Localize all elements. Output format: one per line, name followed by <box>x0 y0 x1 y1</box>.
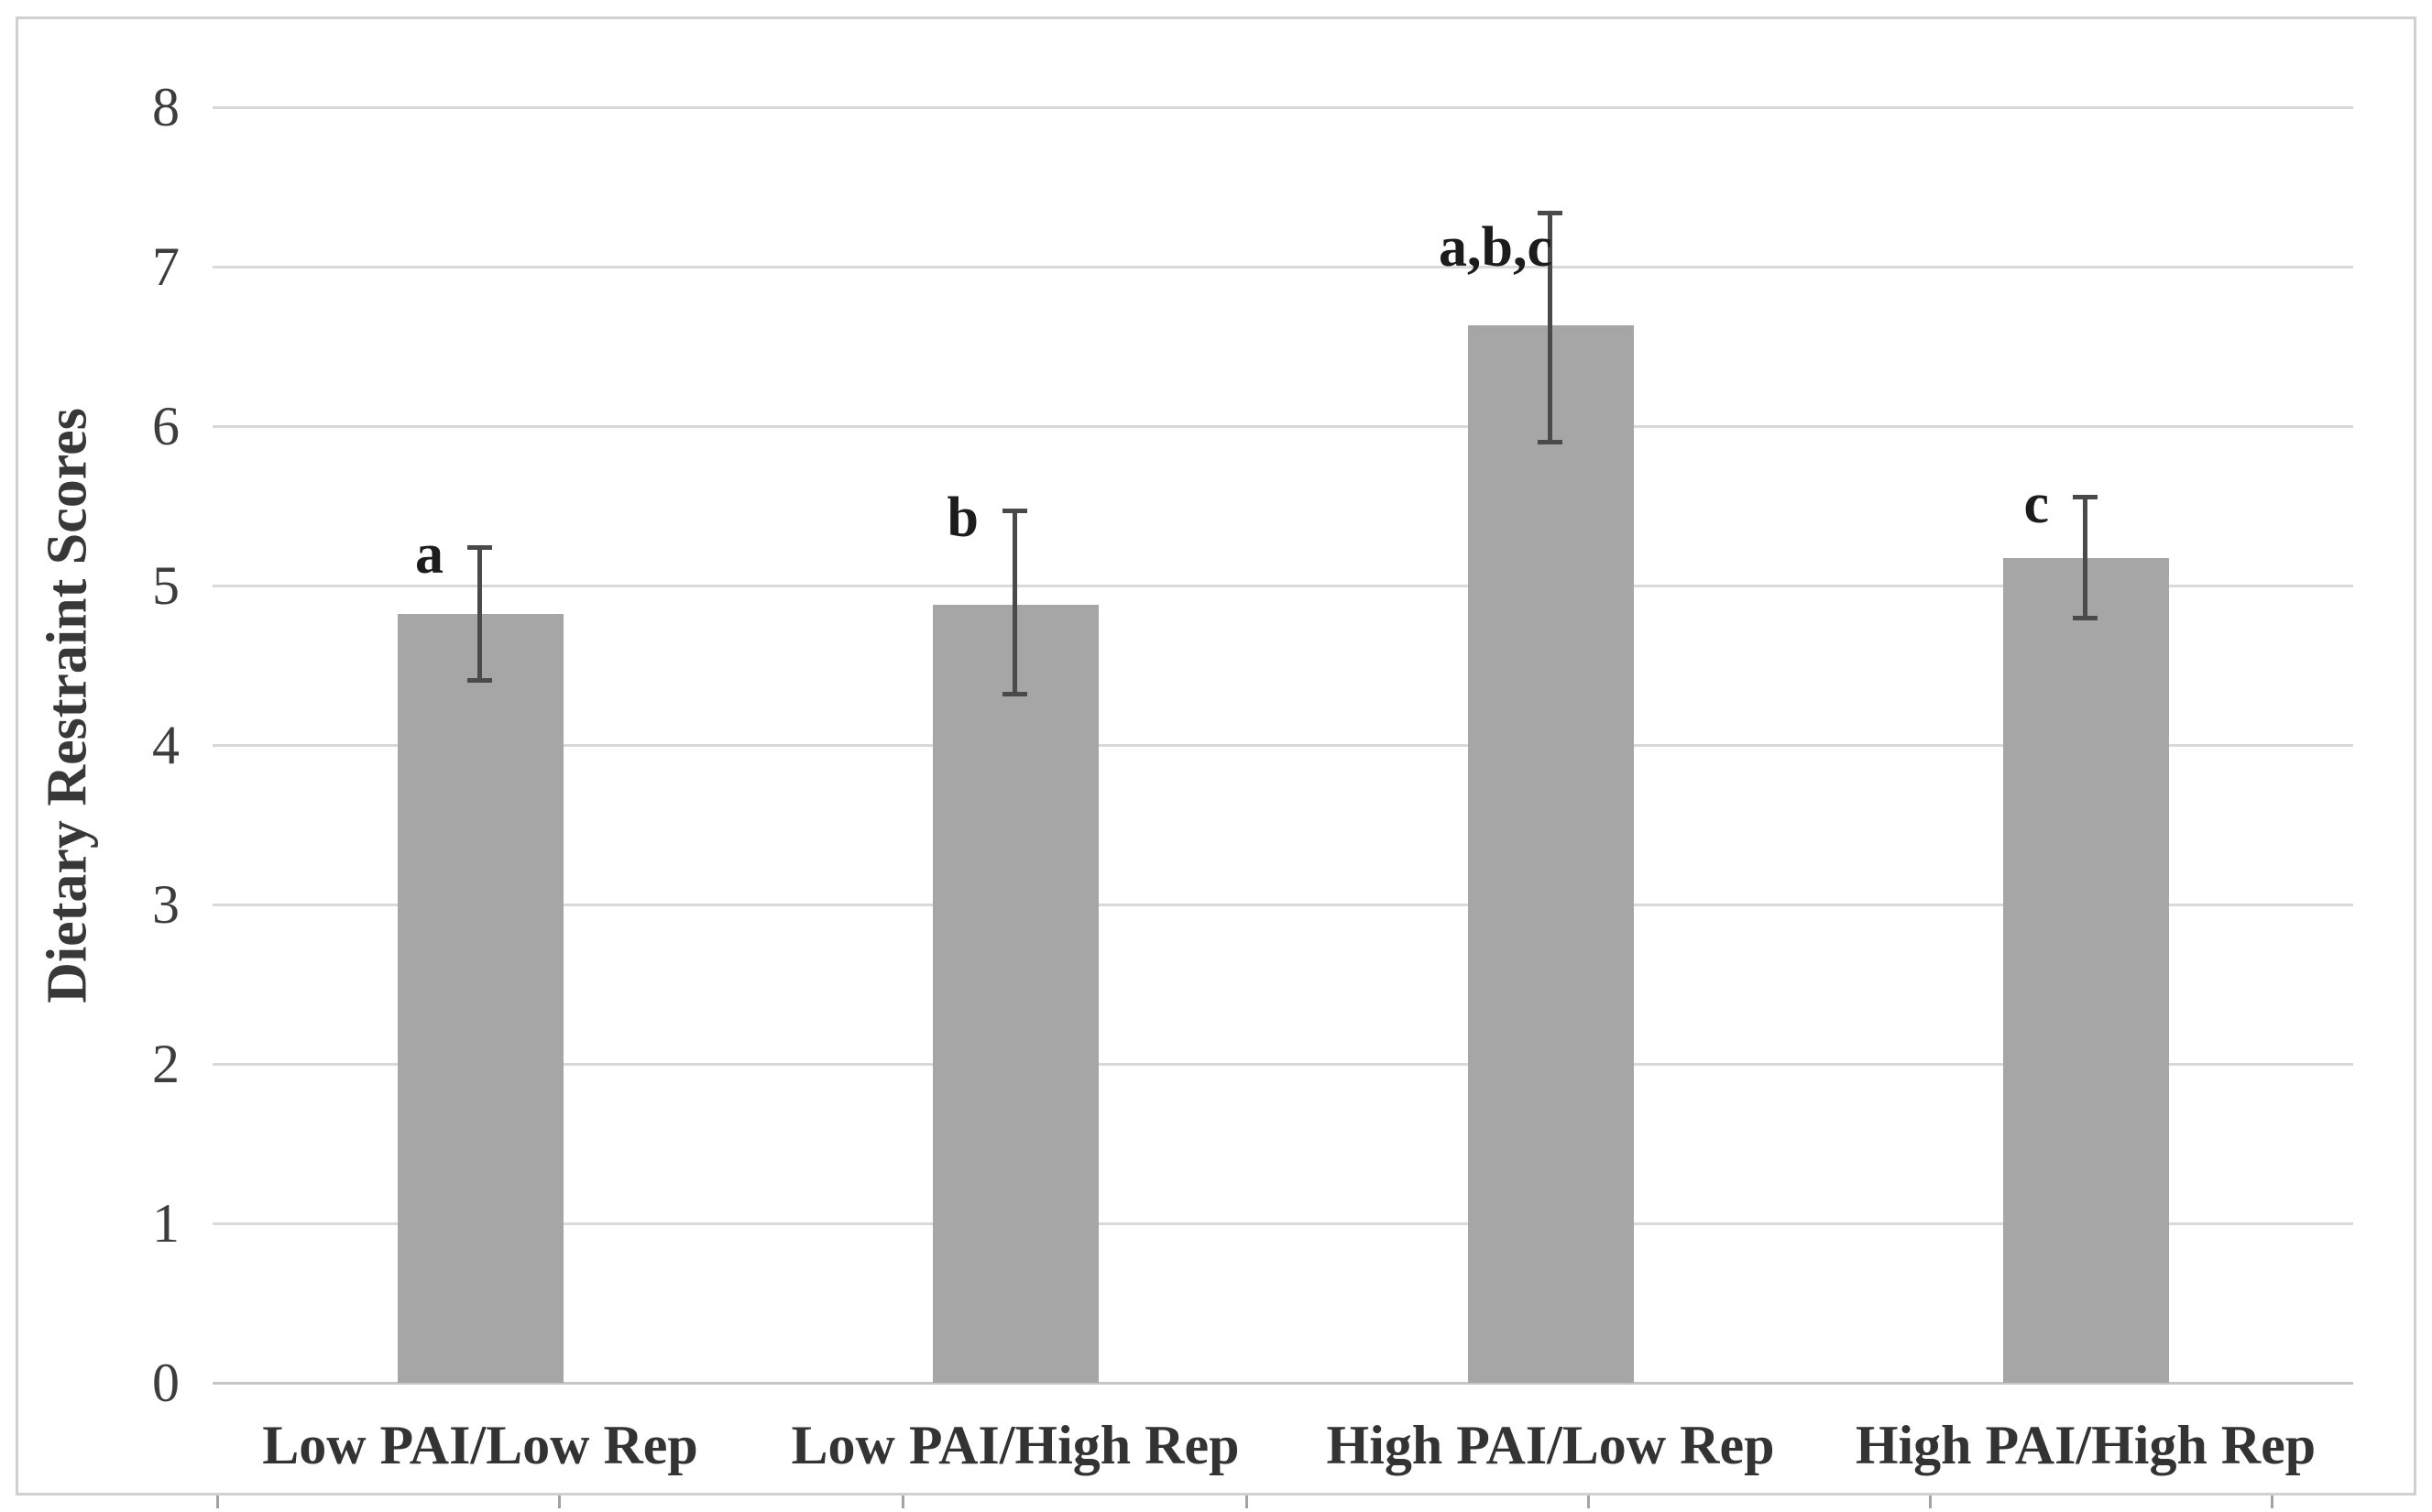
error-bar-cap <box>2073 494 2098 499</box>
y-axis-tick-label: 7 <box>152 236 180 297</box>
gridline <box>213 425 2353 428</box>
y-axis-title-text: Dietary Restraint Scores <box>36 408 99 1003</box>
y-axis-tick-label: 5 <box>152 555 180 616</box>
y-axis-tick-label: 4 <box>152 715 180 775</box>
x-axis-category-label: Low PAI/Low Rep <box>262 1415 698 1475</box>
bar <box>932 604 1099 1383</box>
error-bar-cap <box>1538 440 1562 445</box>
bottom-edge-tick <box>2271 1496 2273 1508</box>
bottom-edge-tick <box>1245 1496 1248 1508</box>
x-axis-category-label: High PAI/Low Rep <box>1326 1415 1775 1475</box>
y-axis-tick-label: 8 <box>152 77 180 137</box>
error-bar-cap <box>1002 509 1027 514</box>
y-axis-tick-label: 0 <box>152 1353 180 1413</box>
gridline <box>213 585 2353 587</box>
x-axis-line <box>213 1382 2353 1385</box>
error-bar <box>2083 496 2087 618</box>
y-axis-tick-label: 2 <box>152 1034 180 1094</box>
figure-border <box>16 16 2416 1496</box>
error-bar <box>1013 510 1017 695</box>
y-axis-tick-label: 3 <box>152 874 180 935</box>
error-bar-cap <box>1538 210 1562 215</box>
x-axis-category-label: Low PAI/High Rep <box>791 1415 1240 1475</box>
bar-annotation: a,b,c <box>1439 215 1552 279</box>
x-axis-category-label: High PAI/High Rep <box>1855 1415 2317 1475</box>
error-bar-cap <box>467 677 492 683</box>
bottom-edge-tick <box>216 1496 219 1508</box>
bottom-edge-tick <box>558 1496 561 1508</box>
error-bar-cap <box>1002 692 1027 697</box>
gridline <box>213 266 2353 268</box>
bar <box>1467 325 1634 1383</box>
gridline <box>213 1222 2353 1225</box>
bar-annotation: b <box>947 487 979 550</box>
error-bar-cap <box>467 545 492 551</box>
gridline <box>213 106 2353 109</box>
bar-annotation: a <box>415 523 444 586</box>
bottom-edge-tick <box>1929 1496 1932 1508</box>
bar <box>2002 558 2169 1383</box>
bar-annotation: c <box>2023 472 2049 535</box>
gridline <box>213 904 2353 906</box>
gridline <box>213 1063 2353 1066</box>
gridline <box>213 744 2353 747</box>
error-bar-cap <box>2073 615 2098 620</box>
bar <box>397 614 564 1383</box>
y-axis-tick-label: 1 <box>152 1193 180 1254</box>
error-bar <box>1548 212 1552 443</box>
bottom-edge-tick <box>902 1496 904 1508</box>
bottom-edge-tick <box>1587 1496 1590 1508</box>
y-axis-tick-label: 6 <box>152 396 180 456</box>
error-bar <box>477 547 482 680</box>
